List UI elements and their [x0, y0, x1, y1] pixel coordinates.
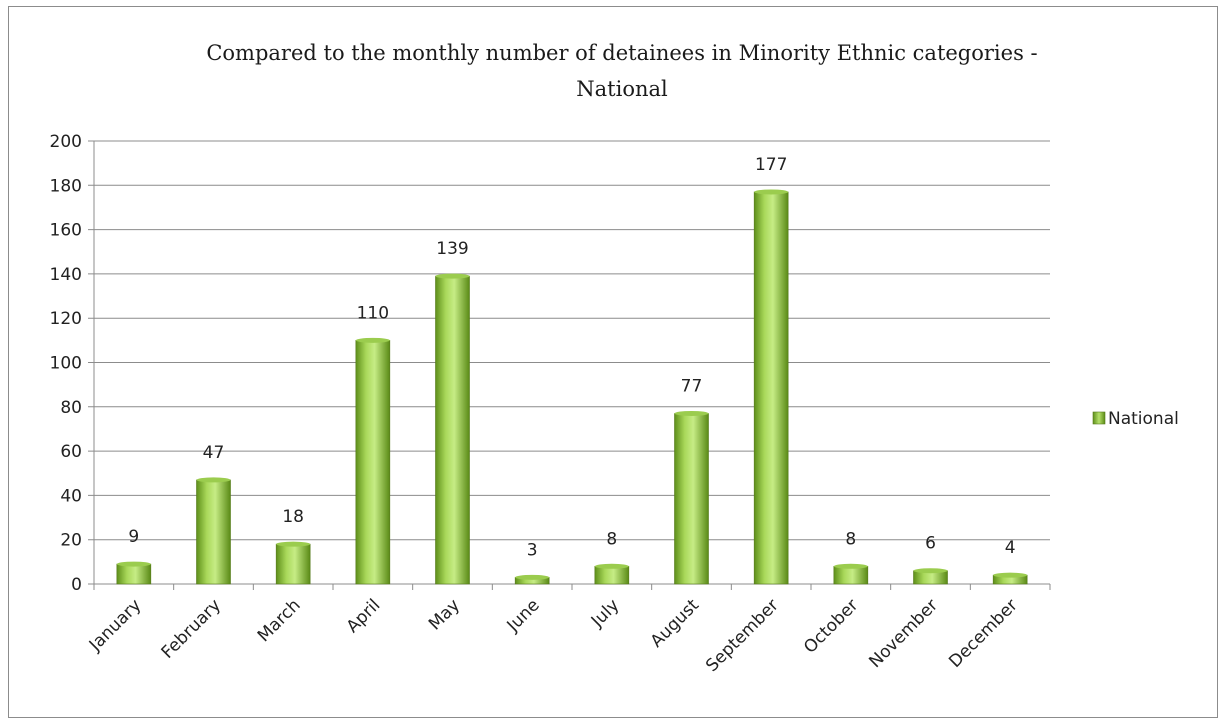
bar-cap	[675, 411, 709, 416]
data-label: 18	[282, 507, 304, 527]
data-label: 8	[845, 529, 856, 549]
bar-cap	[595, 564, 629, 569]
y-tick-label: 180	[50, 176, 82, 196]
bars-layer	[117, 189, 1027, 584]
data-label: 6	[925, 534, 936, 554]
bar-cap	[356, 338, 390, 343]
y-tick-label: 20	[60, 531, 82, 551]
bar	[675, 413, 709, 584]
bar	[595, 566, 629, 584]
bar	[197, 480, 231, 584]
y-tick-label: 140	[50, 265, 82, 285]
y-tick-label: 100	[50, 354, 82, 374]
bar	[834, 566, 868, 584]
category-label: February	[158, 595, 225, 662]
bar-cap	[276, 542, 310, 547]
y-tick-label: 60	[60, 442, 82, 462]
category-label: January	[85, 595, 145, 655]
data-label: 9	[128, 527, 139, 547]
axis-layer	[94, 141, 1050, 590]
data-label: 77	[681, 376, 703, 396]
data-label: 4	[1005, 538, 1016, 558]
labels-layer: 0 20 40 60 80 100 120 140 160 180 200 9 January 47 Feb…	[50, 132, 1022, 676]
category-label: May	[425, 595, 464, 634]
bar-cap	[834, 564, 868, 569]
category-label: March	[254, 595, 305, 646]
category-label: April	[343, 595, 385, 637]
chart-svg: Compared to the monthly number of detain…	[9, 7, 1219, 719]
bar-cap	[754, 189, 788, 194]
bar-cap	[914, 568, 948, 573]
data-label: 177	[755, 155, 787, 175]
chart-area: Compared to the monthly number of detain…	[8, 6, 1218, 718]
y-tick-label: 40	[60, 486, 82, 506]
y-tick-label: 200	[50, 132, 82, 152]
bar	[436, 276, 470, 584]
legend-label-national: National	[1108, 409, 1179, 429]
category-label: June	[503, 595, 544, 636]
y-tick-label: 160	[50, 221, 82, 241]
bar-cap	[197, 477, 231, 482]
bar	[754, 192, 788, 584]
y-tick-label: 0	[71, 575, 82, 595]
grid-layer	[88, 141, 1050, 584]
category-label: October	[800, 595, 862, 657]
bar-cap	[993, 573, 1027, 578]
legend: National	[1093, 409, 1179, 429]
chart-title-line1: Compared to the monthly number of detain…	[206, 41, 1037, 65]
bar	[117, 564, 151, 584]
category-label: July	[587, 595, 623, 631]
data-label: 139	[436, 239, 468, 259]
category-label: August	[647, 595, 703, 651]
category-label: November	[865, 595, 942, 672]
data-label: 8	[606, 529, 617, 549]
data-label: 110	[357, 303, 389, 323]
category-label: September	[702, 595, 783, 676]
y-tick-label: 120	[50, 309, 82, 329]
data-label: 47	[203, 443, 225, 463]
bar	[356, 340, 390, 584]
bar-cap	[515, 575, 549, 580]
legend-swatch	[1093, 412, 1105, 424]
bar	[276, 544, 310, 584]
category-label: December	[945, 595, 1021, 671]
y-tick-label: 80	[60, 398, 82, 418]
chart-title-line2: National	[576, 77, 668, 101]
bar-cap	[117, 562, 151, 567]
bar-cap	[436, 274, 470, 279]
data-label: 3	[527, 540, 538, 560]
